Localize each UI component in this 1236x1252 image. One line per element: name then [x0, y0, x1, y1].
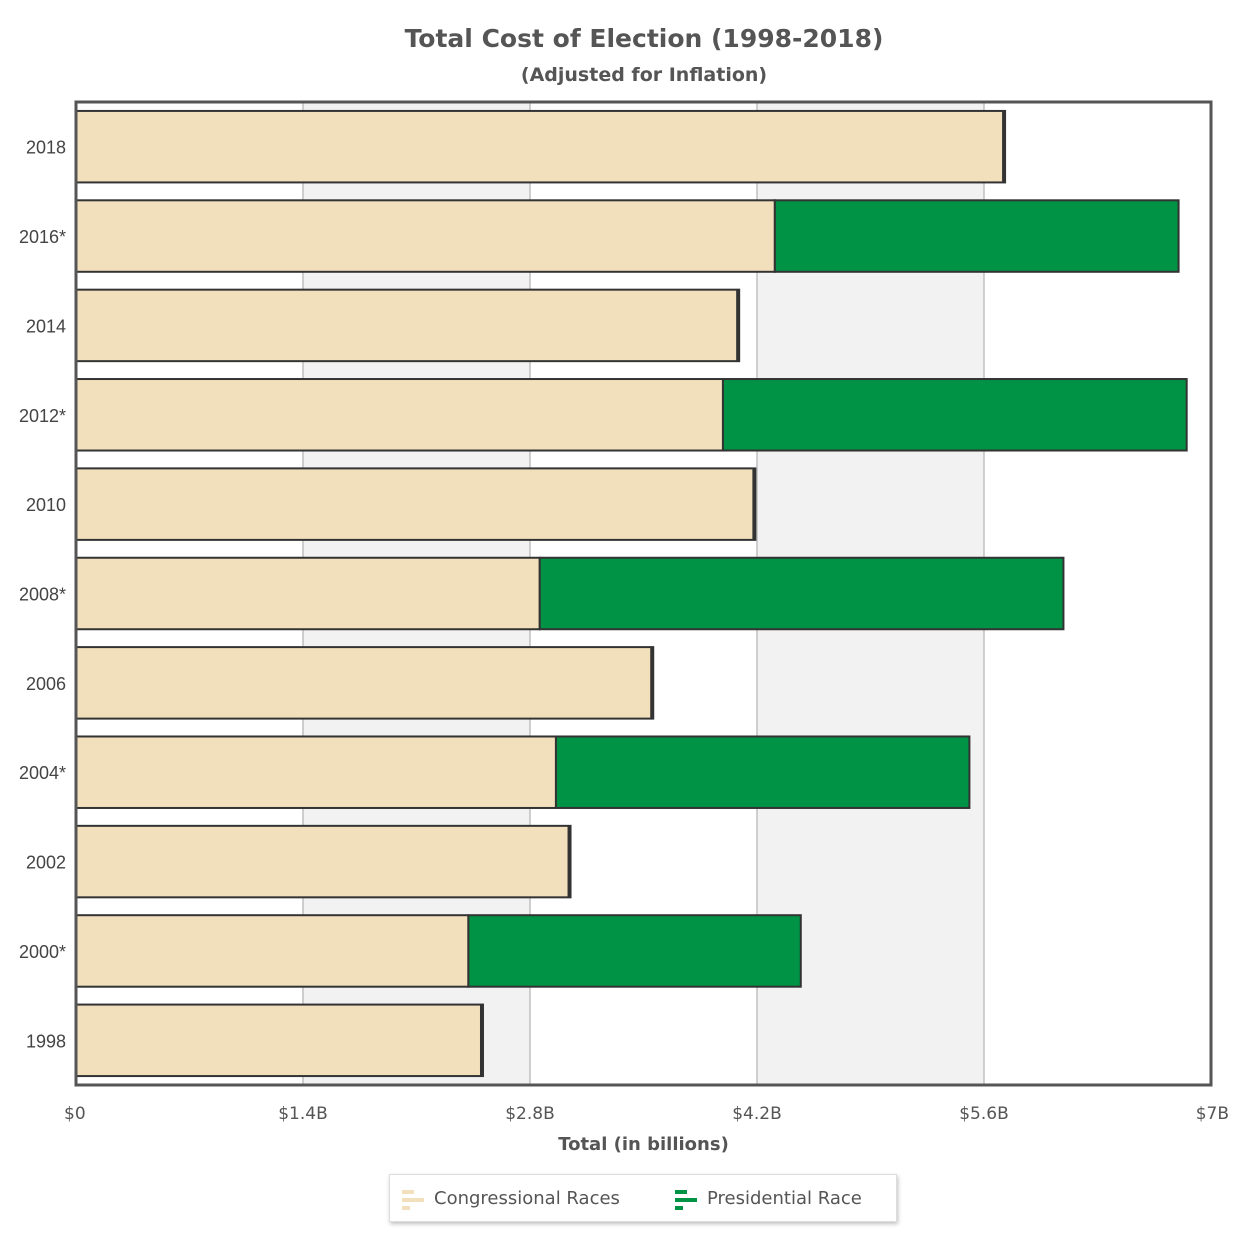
y-tick-label: 2002: [26, 853, 66, 873]
y-tick-label: 2008*: [19, 585, 66, 605]
y-tick-label: 2018: [26, 138, 66, 158]
x-axis-ticks: $0 $1.4B $2.8B $4.2B $5.6B $7B: [64, 1104, 1229, 1124]
x-tick-label: $1.4B: [278, 1104, 328, 1124]
x-axis-title: Total (in billions): [558, 1134, 729, 1155]
x-tick-label: $4.2B: [732, 1104, 782, 1124]
y-tick-label: 1998: [26, 1031, 66, 1051]
bar-end-cap: [1002, 110, 1006, 183]
bar-presidential[interactable]: [538, 556, 1065, 631]
bar-presidential[interactable]: [554, 735, 971, 809]
bar-end-cap: [479, 1004, 483, 1077]
bar-congressional[interactable]: [75, 646, 655, 720]
y-tick-label: 2010: [26, 495, 66, 515]
bar-presidential[interactable]: [773, 199, 1180, 273]
bar-congressional[interactable]: [75, 914, 470, 988]
bar-legend-icon: [402, 1190, 424, 1210]
bar-legend-icon: [675, 1190, 697, 1210]
y-tick-label: 2006: [26, 674, 66, 694]
bar-congressional[interactable]: [75, 109, 1007, 184]
y-tick-label: 2016*: [19, 227, 66, 247]
chart-plot: $0 $1.4B $2.8B $4.2B $5.6B $7B 20182016*20142…: [19, 100, 1229, 1155]
bar-congressional[interactable]: [75, 467, 757, 541]
bar-congressional[interactable]: [75, 824, 572, 899]
y-tick-label: 2004*: [19, 763, 66, 783]
x-tick-label: $2.8B: [505, 1104, 555, 1124]
chart-title: Total Cost of Election (1998-2018): [404, 24, 884, 53]
bar-end-cap: [752, 468, 756, 540]
x-tick-label: $7B: [1196, 1104, 1229, 1124]
bar-congressional[interactable]: [75, 735, 557, 809]
bars: [75, 109, 1188, 1078]
y-tick-label: 2000*: [19, 942, 66, 962]
legend-label: Congressional Races: [434, 1188, 620, 1209]
plot-frame: [74, 100, 1213, 1087]
bar-congressional[interactable]: [75, 1003, 484, 1078]
chart-subtitle: (Adjusted for Inflation): [520, 64, 768, 86]
bar-congressional[interactable]: [75, 378, 724, 452]
bar-presidential[interactable]: [467, 914, 802, 988]
x-tick-label: $0: [64, 1104, 86, 1124]
bar-end-cap: [567, 825, 571, 898]
bar-congressional[interactable]: [75, 288, 741, 363]
y-tick-label: 2012*: [19, 406, 66, 426]
legend: Congressional Races Presidential Race: [389, 1174, 897, 1222]
bar-congressional[interactable]: [75, 556, 541, 631]
legend-label: Presidential Race: [707, 1188, 862, 1209]
bar-presidential[interactable]: [721, 378, 1188, 452]
bar-congressional[interactable]: [75, 199, 776, 273]
x-tick-label: $5.6B: [959, 1104, 1009, 1124]
bar-end-cap: [650, 647, 654, 719]
y-axis-ticks: 2018 2016* 2014 2012* 2010 2008* 2006 2004* 2002…: [19, 138, 66, 1052]
y-tick-label: 2014: [26, 316, 66, 336]
bar-end-cap: [736, 289, 740, 362]
